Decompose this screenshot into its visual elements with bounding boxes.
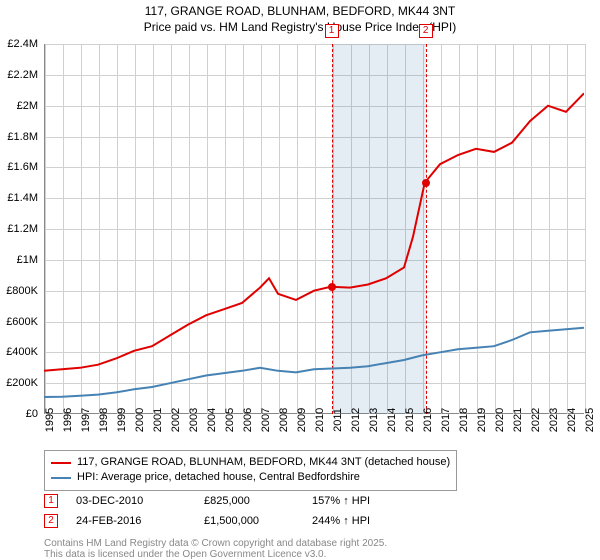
series-price_paid xyxy=(44,93,584,371)
y-tick-label: £600K xyxy=(6,316,38,328)
footer: Contains HM Land Registry data © Crown c… xyxy=(44,538,387,560)
legend-row: 117, GRANGE ROAD, BLUNHAM, BEDFORD, MK44… xyxy=(51,455,450,470)
chart-lines xyxy=(44,44,584,414)
x-tick-label: 1999 xyxy=(116,408,128,432)
chart-title-line2: Price paid vs. HM Land Registry's House … xyxy=(0,20,600,34)
sale-date: 03-DEC-2010 xyxy=(76,495,186,507)
x-tick-label: 1997 xyxy=(80,408,92,432)
sale-number-box: 2 xyxy=(44,514,58,528)
y-tick-label: £1.8M xyxy=(7,131,38,143)
x-tick-label: 1996 xyxy=(62,408,74,432)
x-tick-label: 2024 xyxy=(566,408,578,432)
x-tick-label: 2007 xyxy=(260,408,272,432)
sale-hpi: 157% ↑ HPI xyxy=(312,495,370,507)
x-tick-label: 2016 xyxy=(422,408,434,432)
y-tick-label: £1.2M xyxy=(7,223,38,235)
chart-area: 12 £0£200K£400K£600K£800K£1M£1.2M£1.4M£1… xyxy=(44,44,584,414)
sale-price: £1,500,000 xyxy=(204,515,294,527)
legend-swatch xyxy=(51,462,71,464)
gridline-v xyxy=(585,44,586,414)
sale-marker-box: 2 xyxy=(419,24,433,38)
legend: 117, GRANGE ROAD, BLUNHAM, BEDFORD, MK44… xyxy=(44,450,457,491)
x-tick-label: 2010 xyxy=(314,408,326,432)
x-tick-label: 2023 xyxy=(548,408,560,432)
y-tick-label: £1M xyxy=(17,254,38,266)
x-tick-label: 2003 xyxy=(188,408,200,432)
series-hpi xyxy=(44,328,584,397)
x-tick-label: 1995 xyxy=(44,408,56,432)
sale-number-box: 1 xyxy=(44,494,58,508)
legend-label: HPI: Average price, detached house, Cent… xyxy=(77,470,360,485)
y-tick-label: £2.4M xyxy=(7,38,38,50)
chart-title-line1: 117, GRANGE ROAD, BLUNHAM, BEDFORD, MK44… xyxy=(0,0,600,20)
y-tick-label: £400K xyxy=(6,346,38,358)
x-tick-label: 2001 xyxy=(152,408,164,432)
x-tick-label: 2011 xyxy=(332,408,344,432)
x-tick-label: 2015 xyxy=(404,408,416,432)
sale-date: 24-FEB-2016 xyxy=(76,515,186,527)
x-tick-label: 2012 xyxy=(350,408,362,432)
legend-row: HPI: Average price, detached house, Cent… xyxy=(51,470,450,485)
x-tick-label: 2005 xyxy=(224,408,236,432)
footer-line1: Contains HM Land Registry data © Crown c… xyxy=(44,538,387,549)
x-tick-label: 2019 xyxy=(476,408,488,432)
x-tick-label: 2004 xyxy=(206,408,218,432)
legend-swatch xyxy=(51,477,71,479)
x-tick-label: 2006 xyxy=(242,408,254,432)
x-tick-label: 2008 xyxy=(278,408,290,432)
x-tick-label: 2017 xyxy=(440,408,452,432)
x-tick-label: 2018 xyxy=(458,408,470,432)
x-tick-label: 2009 xyxy=(296,408,308,432)
sale-price: £825,000 xyxy=(204,495,294,507)
y-tick-label: £0 xyxy=(26,408,38,420)
sale-row: 2 24-FEB-2016 £1,500,000 244% ↑ HPI xyxy=(44,514,584,528)
y-tick-label: £800K xyxy=(6,285,38,297)
y-tick-label: £1.4M xyxy=(7,192,38,204)
y-tick-label: £200K xyxy=(6,377,38,389)
x-tick-label: 2014 xyxy=(386,408,398,432)
y-tick-label: £2.2M xyxy=(7,69,38,81)
x-tick-label: 2021 xyxy=(512,408,524,432)
x-tick-label: 2000 xyxy=(134,408,146,432)
x-tick-label: 2002 xyxy=(170,408,182,432)
x-tick-label: 2022 xyxy=(530,408,542,432)
chart-container: 117, GRANGE ROAD, BLUNHAM, BEDFORD, MK44… xyxy=(0,0,600,560)
legend-label: 117, GRANGE ROAD, BLUNHAM, BEDFORD, MK44… xyxy=(77,455,450,470)
sale-hpi: 244% ↑ HPI xyxy=(312,515,370,527)
sale-rows: 1 03-DEC-2010 £825,000 157% ↑ HPI 2 24-FEB-20… xyxy=(44,494,584,534)
x-tick-label: 2020 xyxy=(494,408,506,432)
x-tick-label: 2013 xyxy=(368,408,380,432)
sale-marker-box: 1 xyxy=(325,24,339,38)
x-tick-label: 1998 xyxy=(98,408,110,432)
y-tick-label: £1.6M xyxy=(7,161,38,173)
y-tick-label: £2M xyxy=(17,100,38,112)
sale-row: 1 03-DEC-2010 £825,000 157% ↑ HPI xyxy=(44,494,584,508)
footer-line2: This data is licensed under the Open Gov… xyxy=(44,549,387,560)
x-tick-label: 2025 xyxy=(584,408,596,432)
